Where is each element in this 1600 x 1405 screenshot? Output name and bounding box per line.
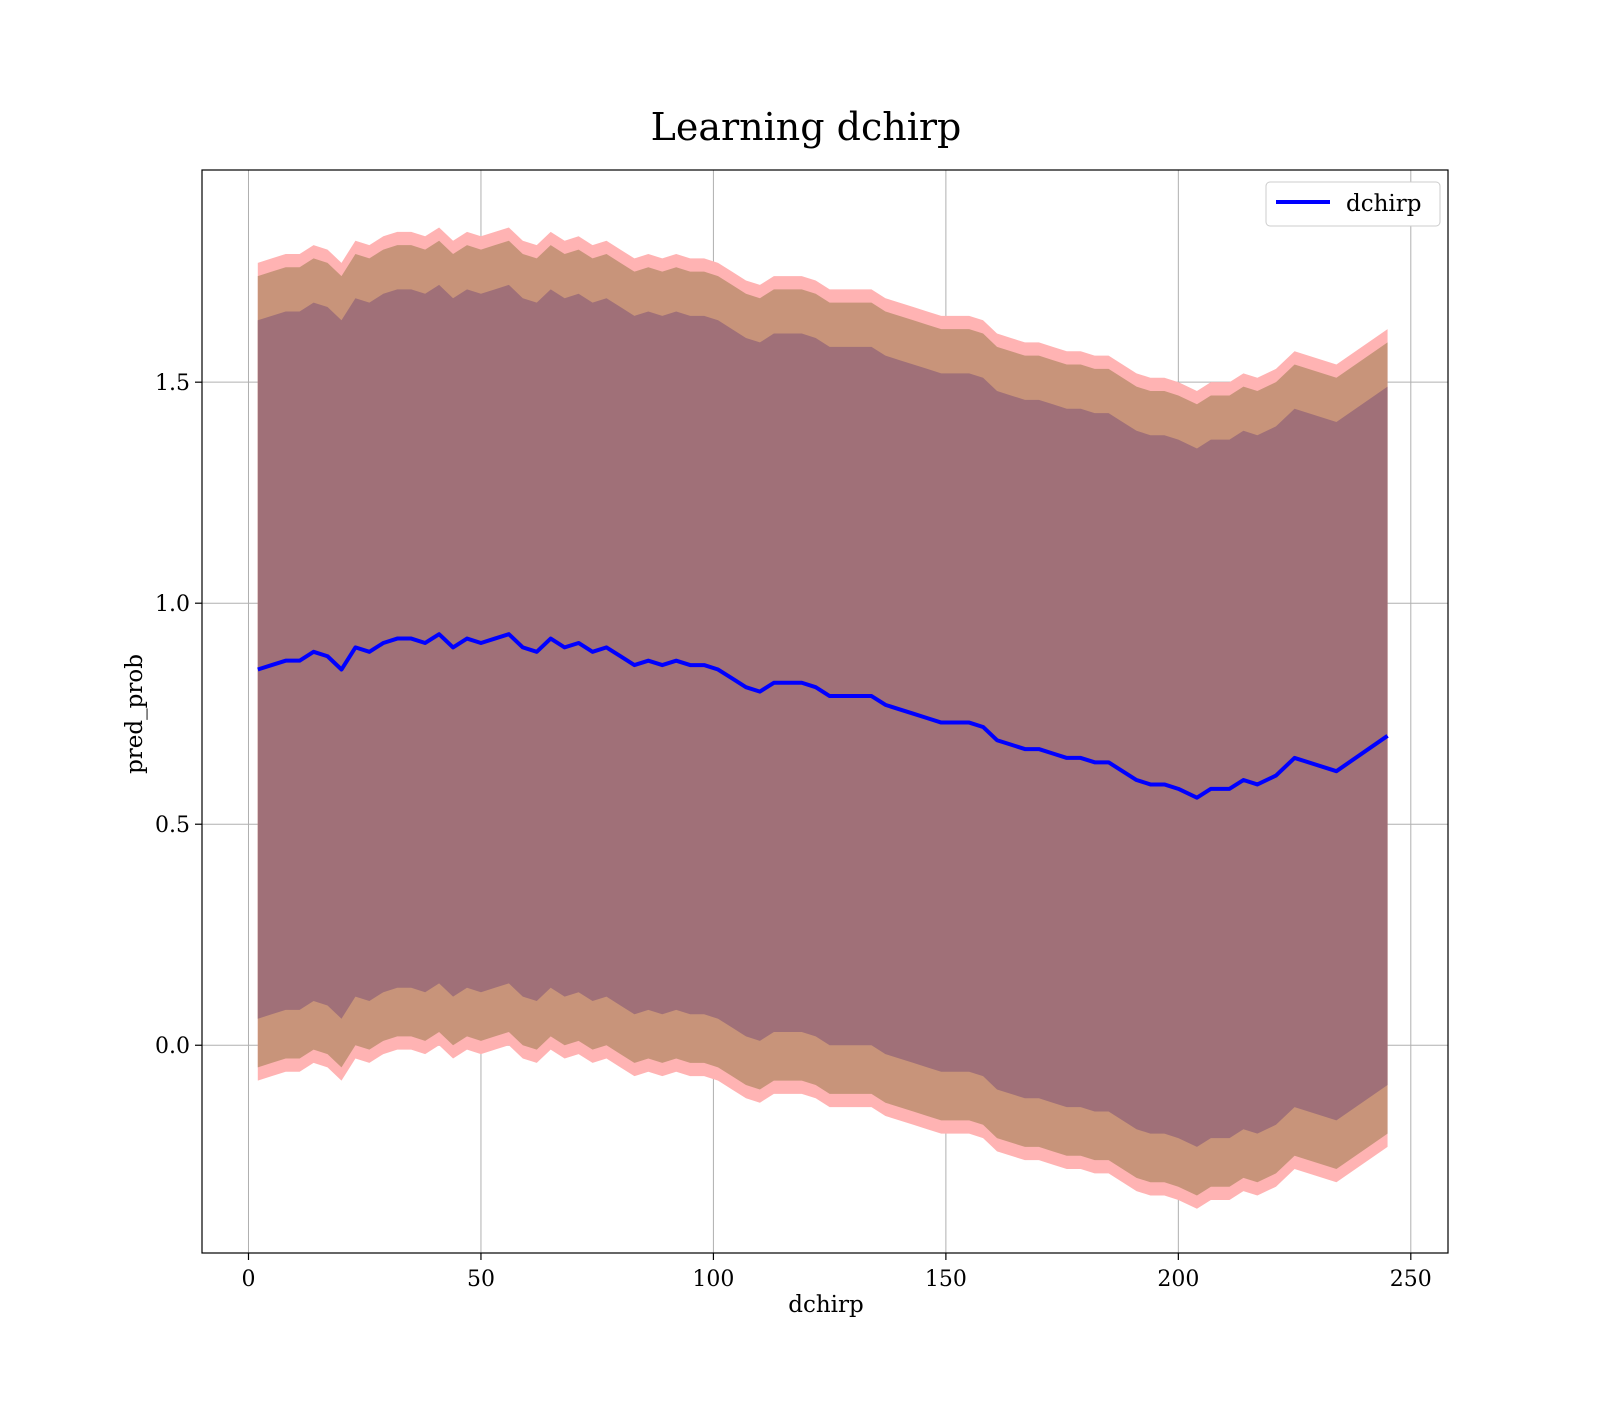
- x-axis-label: dchirp: [788, 1292, 864, 1318]
- x-tick-label-5: 250: [1390, 1267, 1432, 1292]
- legend-box: [1265, 181, 1441, 227]
- x-tick-label-2: 100: [692, 1267, 734, 1292]
- y-tick-label-0: 0.0: [155, 1034, 190, 1059]
- legend: dchirp: [1265, 181, 1441, 227]
- y-tick-label-3: 1.5: [155, 371, 190, 396]
- y-tick-label-2: 1.0: [155, 592, 190, 617]
- chart-title: Learning dchirp: [651, 105, 962, 149]
- y-tick-label-1: 0.5: [155, 813, 190, 838]
- x-tick-label-3: 150: [925, 1267, 967, 1292]
- confidence-bands: [257, 227, 1388, 1209]
- x-tick-label-0: 0: [241, 1267, 255, 1292]
- x-tick-label-4: 200: [1157, 1267, 1199, 1292]
- plot-frame: [201, 169, 1449, 1254]
- y-axis-label: pred_prob: [122, 654, 148, 774]
- band-inner: [257, 284, 1388, 1147]
- series-lines: [257, 632, 1389, 800]
- x-tick-label-1: 50: [467, 1267, 495, 1292]
- series-line-dchirp: [257, 632, 1389, 800]
- legend-label: dchirp: [1346, 191, 1422, 217]
- axis-ticks: 0 50 100 150 200 250 0.0 0.5 1.0 1.5: [155, 371, 1432, 1292]
